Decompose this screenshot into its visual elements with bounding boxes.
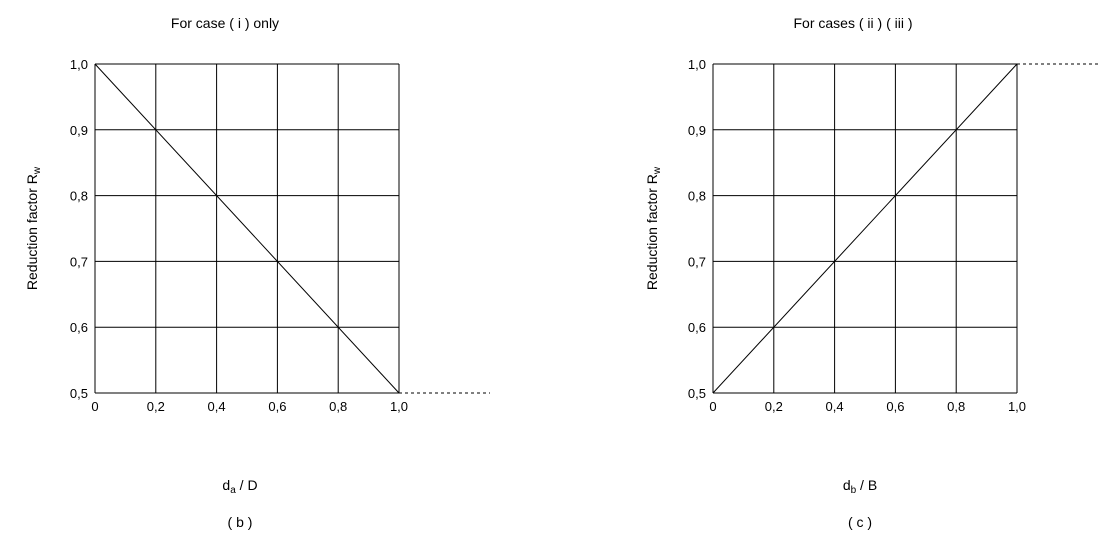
chart-panel-0: For case ( i ) only 0 0,2 0,4 0,6 0,8 1,0 0,5 0,…: [24, 15, 490, 530]
y-tick-label: 0,7: [70, 254, 88, 269]
x-tick-label: 0,6: [268, 399, 286, 414]
x-tick-label: 0,2: [147, 399, 165, 414]
x-tick-label: 0,4: [826, 399, 844, 414]
y-tick-label: 0,6: [70, 320, 88, 335]
y-tick-label: 0,9: [688, 123, 706, 138]
y-tick-label: 0,8: [688, 189, 706, 204]
y-tick-label: 0,9: [70, 123, 88, 138]
chart-panel-1: For cases ( ii ) ( iii ) 0 0,2 0,4 0,6 0,8 1,0…: [644, 15, 1100, 530]
y-tick-label: 0,5: [70, 386, 88, 401]
y-axis-label: Reduction factor Rw: [24, 166, 43, 290]
y-tick-label: 1,0: [688, 57, 706, 72]
x-tick-label: 0,2: [765, 399, 783, 414]
x-axis-label: da / D: [222, 477, 257, 496]
y-tick-label: 0,5: [688, 386, 706, 401]
x-tick-label: 0,8: [947, 399, 965, 414]
x-tick-label: 0,4: [208, 399, 226, 414]
chart-title: For case ( i ) only: [171, 15, 279, 31]
y-tick-label: 0,8: [70, 189, 88, 204]
x-tick-label: 1,0: [1008, 399, 1026, 414]
y-tick-label: 0,7: [688, 254, 706, 269]
y-tick-label: 0,6: [688, 320, 706, 335]
chart-title: For cases ( ii ) ( iii ): [794, 15, 913, 31]
series-line: [712, 63, 1018, 394]
y-axis-label: Reduction factor Rw: [644, 166, 663, 290]
x-tick-label: 0,6: [886, 399, 904, 414]
y-tick-label: 1,0: [70, 57, 88, 72]
panel-caption: ( c ): [848, 514, 872, 530]
series-line: [94, 63, 400, 394]
x-tick-label: 0: [709, 399, 716, 414]
x-tick-label: 0,8: [329, 399, 347, 414]
x-tick-label: 0: [91, 399, 98, 414]
x-axis-label: db / B: [843, 477, 877, 496]
panel-caption: ( b ): [228, 514, 253, 530]
x-tick-label: 1,0: [390, 399, 408, 414]
